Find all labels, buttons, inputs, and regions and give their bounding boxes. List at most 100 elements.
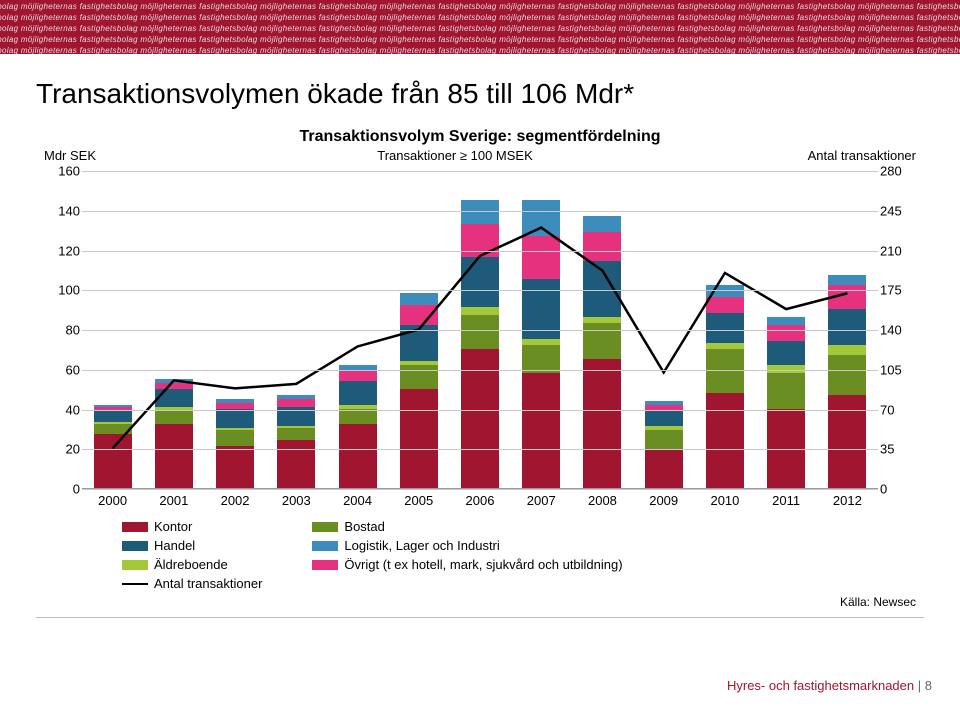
gridline (82, 410, 878, 411)
legend-item-kontor: Kontor (122, 519, 262, 534)
slide-footer: Hyres- och fastighetsmarknaden | 8 (727, 678, 932, 693)
xtick: 2001 (159, 493, 188, 508)
bar-segment-kontor (522, 373, 560, 488)
ytick-right: 245 (880, 203, 916, 218)
xtick: 2011 (772, 493, 800, 508)
bar-segment-bostad (339, 409, 377, 425)
bar-segment-ovrigt (706, 297, 744, 313)
legend-label: Äldreboende (154, 557, 228, 572)
xtick: 2004 (343, 493, 372, 508)
page-title: Transaktionsvolymen ökade från 85 till 1… (36, 78, 924, 110)
bar-segment-handel (767, 341, 805, 365)
ytick-left: 20 (44, 442, 80, 457)
bar-segment-handel (216, 409, 254, 429)
ytick-right: 140 (880, 323, 916, 338)
ytick-right: 0 (880, 482, 916, 497)
xtick: 2009 (649, 493, 678, 508)
bar-segment-logistik (828, 275, 866, 285)
chart-container: Transaktionsvolym Sverige: segmentfördel… (36, 118, 924, 618)
bar-column (828, 275, 866, 488)
bar-segment-bostad (461, 315, 499, 349)
bar-segment-bostad (216, 430, 254, 446)
bar-segment-logistik (767, 317, 805, 325)
bar-segment-ovrigt (522, 236, 560, 280)
bar-segment-bostad (828, 355, 866, 395)
bar-segment-kontor (155, 424, 193, 488)
gridline (82, 290, 878, 291)
bar-segment-handel (155, 389, 193, 407)
bar-segment-ovrigt (339, 371, 377, 381)
chart-plot: 020406080100120140160 035701051401752102… (44, 171, 916, 511)
legend-swatch (122, 541, 148, 551)
bar-segment-kontor (767, 409, 805, 489)
ytick-right: 210 (880, 243, 916, 258)
gridline (82, 171, 878, 172)
left-axis-label: Mdr SEK (44, 148, 104, 163)
top-brand-banner: fastighetsbolag möjligheternas fastighet… (0, 0, 960, 54)
xtick: 2006 (466, 493, 495, 508)
bar-segment-kontor (216, 446, 254, 488)
bar-column (645, 401, 683, 488)
ytick-left: 140 (44, 203, 80, 218)
legend-item-handel: Handel (122, 538, 262, 553)
bar-segment-handel (94, 411, 132, 423)
bar-segment-kontor (645, 450, 683, 488)
legend-item-antal: Antal transaktioner (122, 576, 262, 591)
legend-swatch (312, 541, 338, 551)
bar-segment-logistik (706, 285, 744, 297)
bar-column (216, 399, 254, 488)
bar-segment-bostad (155, 411, 193, 425)
ytick-right: 175 (880, 283, 916, 298)
bar-segment-bostad (522, 345, 560, 373)
bar-segment-bostad (94, 424, 132, 434)
bar-column (155, 379, 193, 488)
y-axis-right: 03570105140175210245280 (880, 171, 916, 489)
gridline (82, 370, 878, 371)
page-number: 8 (925, 678, 932, 693)
right-axis-label: Antal transaktioner (806, 148, 916, 163)
legend-label: Övrigt (t ex hotell, mark, sjukvård och … (344, 557, 622, 572)
bar-segment-kontor (400, 389, 438, 488)
bar-segment-handel (339, 381, 377, 405)
chart-title: Transaktionsvolym Sverige: segmentfördel… (44, 128, 916, 146)
bar-segment-bostad (277, 428, 315, 440)
legend-item-aldre: Äldreboende (122, 557, 262, 572)
gridline (82, 330, 878, 331)
legend-label: Antal transaktioner (154, 576, 262, 591)
bar-segment-handel (828, 309, 866, 345)
legend-swatch (122, 583, 148, 585)
bar-segment-logistik (522, 200, 560, 236)
bar-segment-bostad (645, 430, 683, 450)
gridline (82, 251, 878, 252)
bar-segment-logistik (583, 216, 621, 232)
bar-segment-ovrigt (400, 305, 438, 325)
bar-column (522, 200, 560, 488)
y-axis-left: 020406080100120140160 (44, 171, 80, 489)
bar-segment-ovrigt (828, 285, 866, 309)
x-axis: 2000200120022003200420052006200720082009… (82, 491, 878, 511)
legend-item-bostad: Bostad (312, 519, 622, 534)
ytick-right: 35 (880, 442, 916, 457)
bar-segment-aldre (828, 345, 866, 355)
bar-segment-ovrigt (461, 224, 499, 258)
bar-segment-ovrigt (583, 232, 621, 262)
ytick-left: 160 (44, 164, 80, 179)
bar-segment-ovrigt (767, 325, 805, 341)
ytick-left: 80 (44, 323, 80, 338)
bar-segment-bostad (706, 349, 744, 393)
legend-swatch (312, 560, 338, 570)
ytick-right: 70 (880, 402, 916, 417)
ytick-left: 100 (44, 283, 80, 298)
bar-segment-kontor (583, 359, 621, 488)
legend-swatch (122, 560, 148, 570)
legend-col-2: Bostad Logistik, Lager och Industri Övrigt… (312, 519, 622, 591)
legend-label: Logistik, Lager och Industri (344, 538, 499, 553)
legend-label: Kontor (154, 519, 192, 534)
ytick-left: 0 (44, 482, 80, 497)
bar-segment-kontor (339, 424, 377, 488)
bar-segment-bostad (767, 373, 805, 409)
bar-segment-aldre (461, 307, 499, 315)
bar-column (583, 216, 621, 488)
xtick: 2003 (282, 493, 311, 508)
ytick-left: 60 (44, 362, 80, 377)
